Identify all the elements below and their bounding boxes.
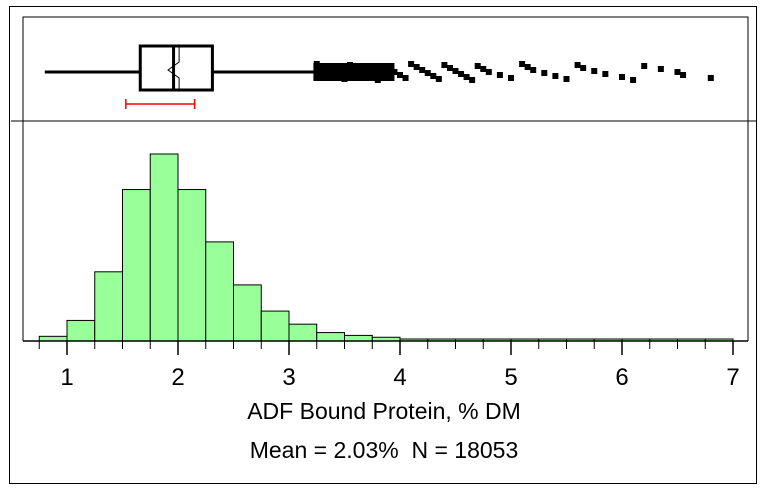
outlier-point [519, 61, 526, 67]
outlier-point [430, 73, 437, 79]
outlier-point [524, 64, 531, 70]
outlier-point [580, 65, 587, 71]
histogram-panel [11, 120, 757, 342]
chart-frame [9, 6, 757, 484]
outlier-point [413, 64, 420, 70]
histogram-bar [122, 189, 151, 342]
outlier-point [508, 75, 514, 81]
outlier-point [347, 62, 354, 68]
outlier-point [485, 69, 492, 75]
histogram-bar [205, 241, 234, 342]
outlier-point [397, 72, 403, 78]
outlier-point [330, 70, 337, 76]
x-axis-title: ADF Bound Protein, % DM [247, 398, 521, 424]
outlier-point [641, 63, 648, 69]
outlier-point [419, 67, 426, 73]
x-tick-label: 3 [282, 364, 295, 391]
outlier-point [530, 67, 537, 73]
outlier-point [563, 76, 570, 82]
histogram-bar [94, 271, 123, 342]
histogram-bar [233, 284, 262, 342]
x-tick-label: 6 [615, 364, 628, 391]
histogram-bar [177, 189, 207, 342]
outlier-point [341, 76, 348, 82]
outlier-point [552, 73, 559, 79]
x-tick-label: 1 [60, 364, 73, 391]
histogram-bar [316, 332, 345, 342]
outlier-point [435, 76, 442, 82]
outlier-point [496, 72, 503, 78]
outlier-point [446, 65, 453, 71]
outlier-point [369, 74, 376, 80]
outlier-point [469, 77, 476, 83]
outlier-point [463, 74, 470, 80]
outlier-point [385, 66, 392, 72]
outlier-point [408, 61, 415, 67]
outlier-point [680, 72, 687, 78]
outlier-point [674, 69, 681, 75]
x-tick-label: 2 [171, 364, 184, 391]
outlier-point [452, 68, 459, 74]
outlier-point [630, 77, 637, 83]
median-notch [167, 46, 180, 90]
boxplot-panel [22, 16, 749, 122]
outlier-point [480, 66, 487, 72]
outlier-point [474, 63, 481, 69]
outlier-point [619, 74, 625, 80]
x-tick-label: 7 [726, 364, 739, 391]
x-tick-label: 5 [504, 364, 517, 391]
outlier-point [374, 77, 381, 83]
outlier-point [324, 67, 331, 73]
outlier-point [358, 68, 365, 74]
x-tick-label: 4 [393, 364, 406, 391]
outlier-point [402, 75, 409, 81]
outlier-point [391, 69, 398, 75]
mean-stat: Mean = 2.03% [249, 437, 399, 463]
histogram-bar [344, 334, 373, 342]
outlier-point [380, 63, 387, 69]
histogram-bar [288, 323, 318, 342]
outlier-point [458, 71, 465, 77]
outlier-point [441, 62, 448, 68]
outlier-point [363, 71, 370, 77]
outlier-point [313, 61, 320, 67]
outlier-point [319, 64, 326, 70]
outlier-point [541, 70, 548, 76]
outlier-point [335, 73, 342, 79]
outlier-point [591, 68, 598, 74]
x-axis: 1 2 3 4 5 6 7 [23, 340, 748, 391]
summary-stats: Mean = 2.03% N = 18053 [0, 437, 768, 464]
outlier-point [424, 70, 431, 76]
outlier-point [707, 75, 714, 81]
outlier-point [602, 71, 609, 77]
histogram-bar [260, 310, 290, 342]
outlier-point [352, 65, 359, 71]
n-stat: N = 18053 [411, 437, 519, 463]
box-iqr [138, 44, 214, 92]
outlier-point [574, 62, 581, 68]
histogram-bar [66, 319, 96, 342]
outlier-point [657, 66, 664, 72]
histogram-bar [149, 153, 179, 342]
